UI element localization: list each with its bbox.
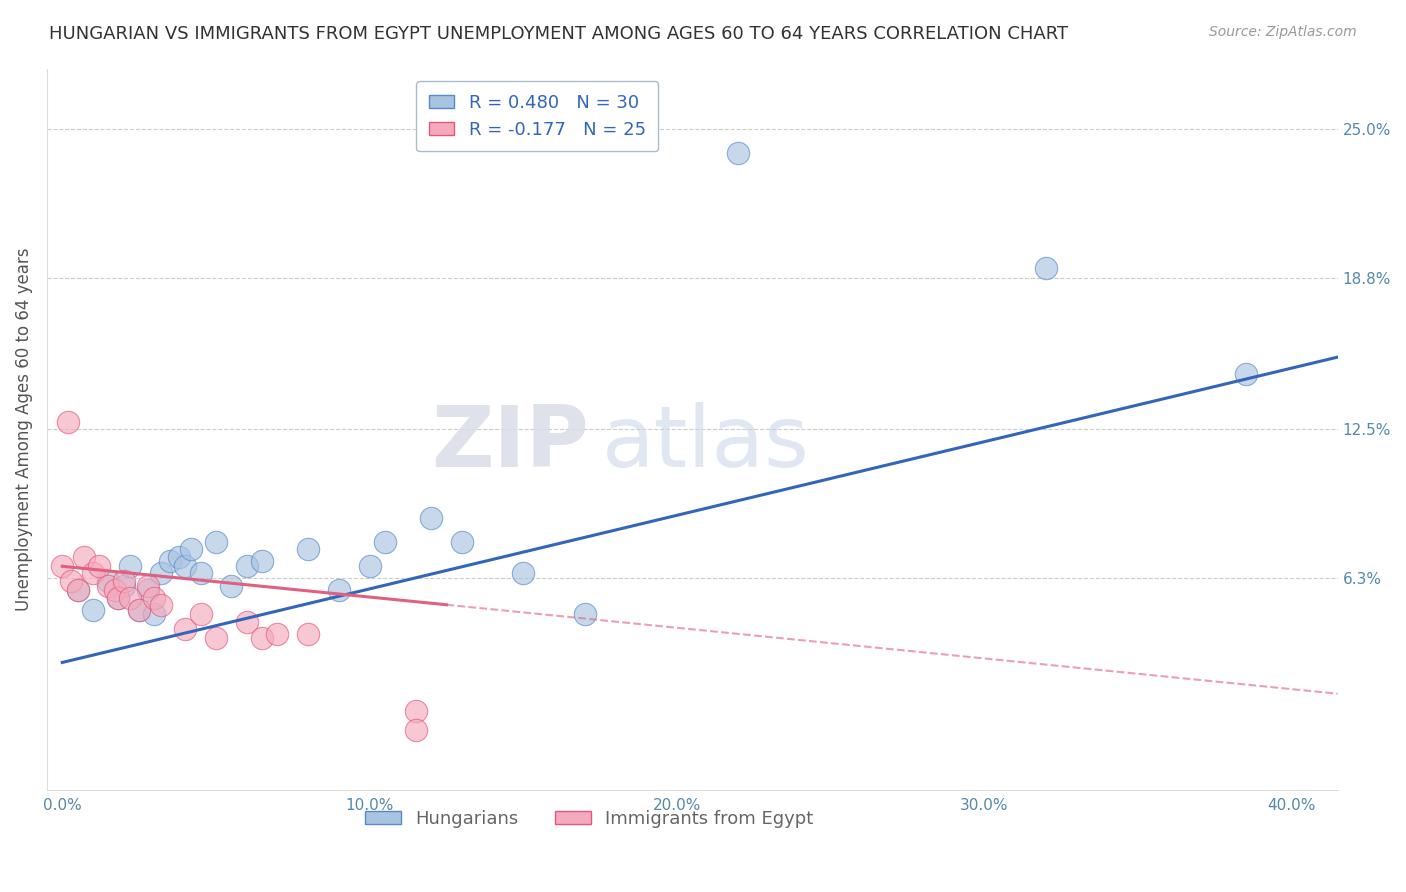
Point bbox=[405, 704, 427, 718]
Point bbox=[297, 626, 319, 640]
Point bbox=[143, 607, 166, 622]
Point bbox=[82, 566, 104, 581]
Point bbox=[97, 574, 120, 588]
Point bbox=[512, 566, 534, 581]
Point bbox=[174, 622, 197, 636]
Point bbox=[118, 559, 141, 574]
Point bbox=[167, 549, 190, 564]
Point bbox=[136, 578, 159, 592]
Point bbox=[66, 583, 89, 598]
Point bbox=[118, 591, 141, 605]
Point bbox=[250, 632, 273, 646]
Point bbox=[60, 574, 83, 588]
Point bbox=[266, 626, 288, 640]
Point bbox=[82, 602, 104, 616]
Point bbox=[51, 559, 73, 574]
Text: HUNGARIAN VS IMMIGRANTS FROM EGYPT UNEMPLOYMENT AMONG AGES 60 TO 64 YEARS CORREL: HUNGARIAN VS IMMIGRANTS FROM EGYPT UNEMP… bbox=[49, 25, 1069, 43]
Point bbox=[128, 602, 150, 616]
Point bbox=[250, 554, 273, 568]
Point bbox=[205, 535, 228, 549]
Text: atlas: atlas bbox=[602, 402, 810, 485]
Point bbox=[136, 583, 159, 598]
Text: ZIP: ZIP bbox=[432, 402, 589, 485]
Point bbox=[190, 607, 212, 622]
Point bbox=[221, 578, 243, 592]
Point bbox=[574, 607, 596, 622]
Point bbox=[73, 549, 96, 564]
Point bbox=[58, 415, 80, 429]
Point bbox=[297, 542, 319, 557]
Point bbox=[328, 583, 350, 598]
Point bbox=[180, 542, 202, 557]
Point bbox=[89, 559, 111, 574]
Point bbox=[159, 554, 181, 568]
Point bbox=[107, 591, 129, 605]
Point bbox=[107, 591, 129, 605]
Y-axis label: Unemployment Among Ages 60 to 64 years: Unemployment Among Ages 60 to 64 years bbox=[15, 247, 32, 611]
Point bbox=[727, 145, 749, 160]
Point bbox=[112, 574, 135, 588]
Point bbox=[174, 559, 197, 574]
Point bbox=[235, 559, 257, 574]
Point bbox=[1035, 261, 1057, 276]
Point bbox=[128, 602, 150, 616]
Point bbox=[405, 723, 427, 737]
Point bbox=[103, 583, 125, 598]
Point bbox=[143, 591, 166, 605]
Point bbox=[359, 559, 381, 574]
Point bbox=[97, 578, 120, 592]
Point bbox=[149, 566, 172, 581]
Point bbox=[450, 535, 472, 549]
Legend: Hungarians, Immigrants from Egypt: Hungarians, Immigrants from Egypt bbox=[357, 803, 821, 835]
Point bbox=[112, 578, 135, 592]
Point bbox=[374, 535, 396, 549]
Point bbox=[66, 583, 89, 598]
Point bbox=[1234, 367, 1257, 381]
Text: Source: ZipAtlas.com: Source: ZipAtlas.com bbox=[1209, 25, 1357, 39]
Point bbox=[205, 632, 228, 646]
Point bbox=[149, 598, 172, 612]
Point bbox=[420, 511, 443, 525]
Point bbox=[190, 566, 212, 581]
Point bbox=[235, 615, 257, 629]
